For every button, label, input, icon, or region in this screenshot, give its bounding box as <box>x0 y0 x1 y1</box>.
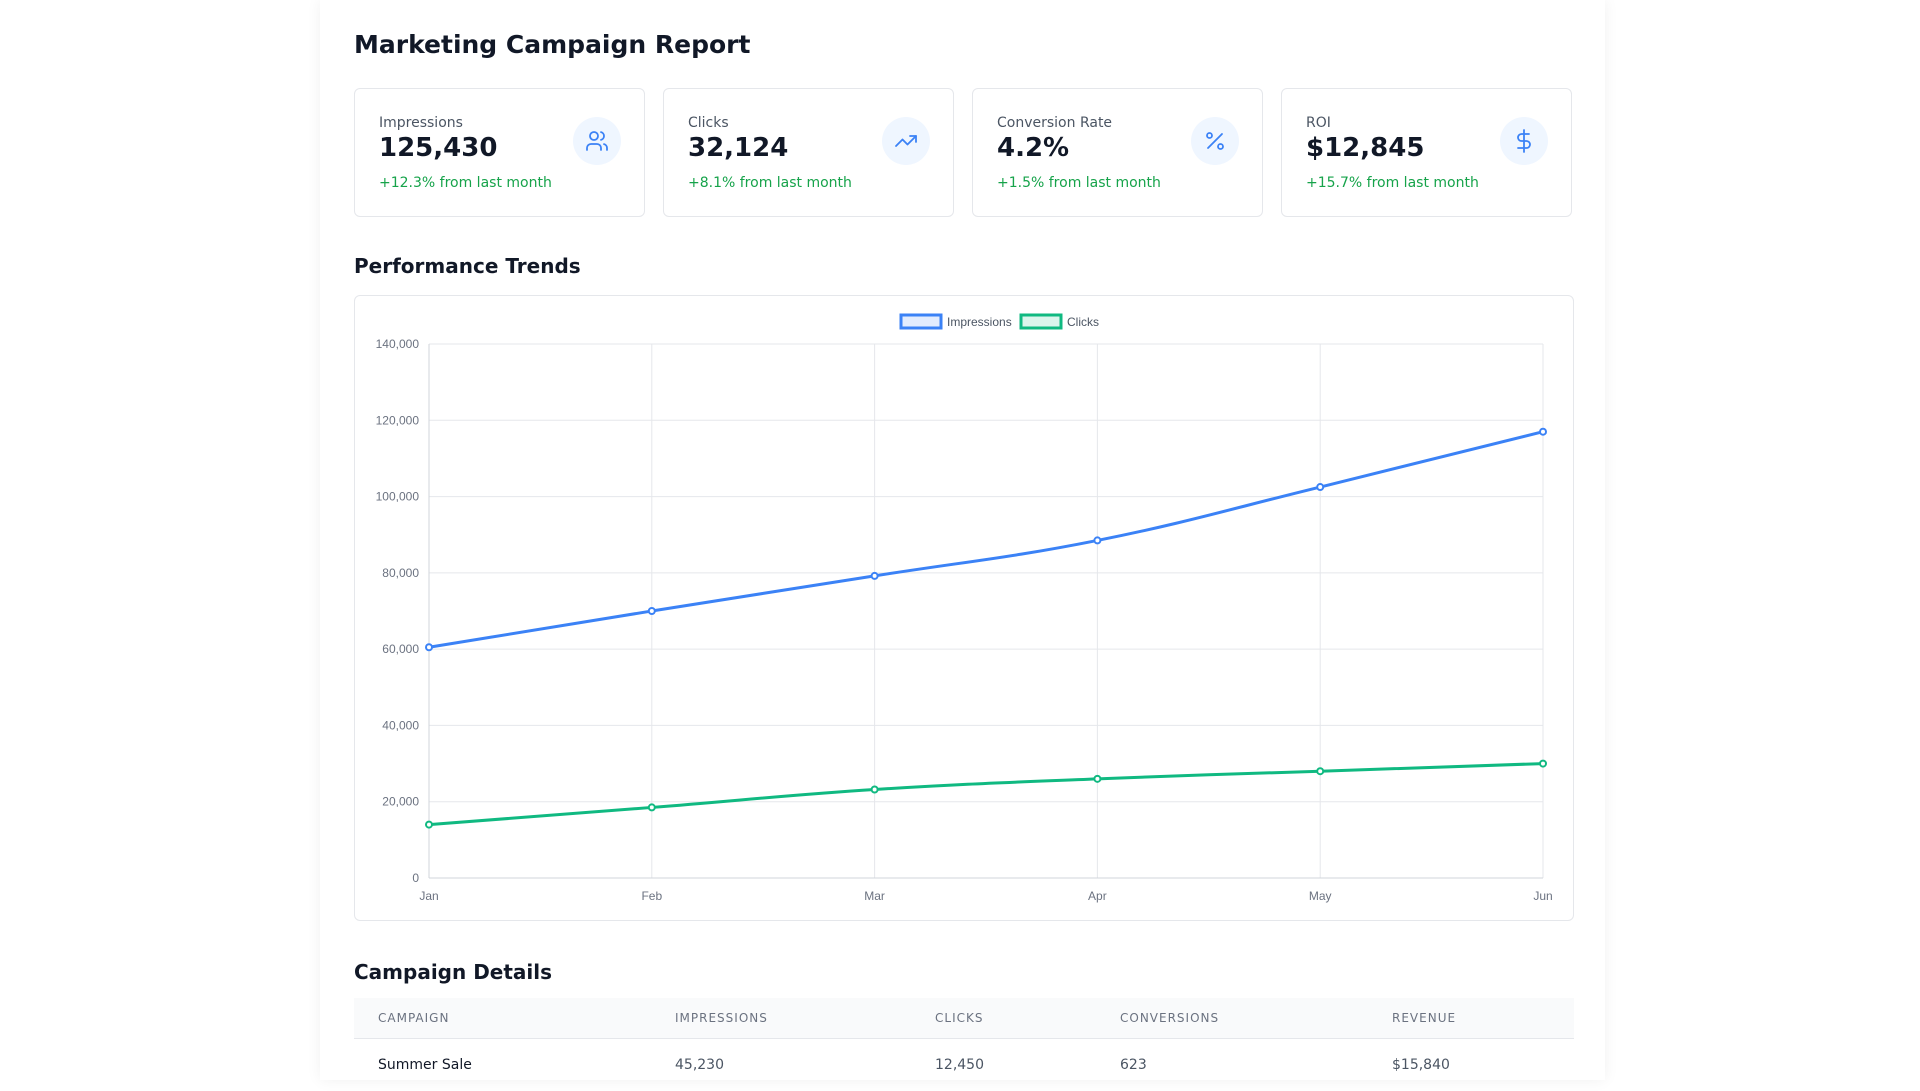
x-tick-label: Apr <box>1088 889 1107 903</box>
kpi-card-change: +15.7% from last month <box>1306 175 1479 191</box>
data-point-impressions <box>1094 537 1100 543</box>
y-tick-label: 140,000 <box>376 337 420 351</box>
kpi-cards: Impressions 125,430 +12.3% from last mon… <box>354 88 1574 219</box>
data-point-clicks <box>1094 776 1100 782</box>
kpi-card-value: 4.2% <box>997 133 1069 163</box>
cell-conversions: 623 <box>1096 1039 1368 1091</box>
data-point-impressions <box>1540 429 1546 435</box>
column-header-revenue: REVENUE <box>1368 998 1574 1039</box>
column-header-campaign: CAMPAIGN <box>354 998 651 1039</box>
kpi-card-value: 32,124 <box>688 133 788 163</box>
data-point-impressions <box>426 644 432 650</box>
y-tick-label: 80,000 <box>382 566 419 580</box>
data-point-clicks <box>872 787 878 793</box>
x-tick-label: Jan <box>419 889 438 903</box>
cell-impressions: 45,230 <box>651 1039 911 1091</box>
x-tick-label: Mar <box>864 889 885 903</box>
column-header-conversions: CONVERSIONS <box>1096 998 1368 1039</box>
column-header-impressions: IMPRESSIONS <box>651 998 911 1039</box>
x-tick-label: Feb <box>641 889 662 903</box>
kpi-card-impressions: Impressions 125,430 +12.3% from last mon… <box>354 88 645 217</box>
performance-chart-panel: 0 20,000 40,000 60,000 80,000 100,000 120,000 1… <box>354 295 1574 921</box>
campaign-table: CAMPAIGN IMPRESSIONS CLICKS CONVERSIONS … <box>354 998 1574 1091</box>
kpi-card-value: 125,430 <box>379 133 497 163</box>
kpi-card-conversion-rate: Conversion Rate 4.2% +1.5% from last mon… <box>972 88 1263 217</box>
table-row[interactable]: Summer Sale 45,230 12,450 623 $15,840 <box>354 1039 1574 1091</box>
y-tick-label: 40,000 <box>382 718 419 732</box>
campaign-table-wrapper: CAMPAIGN IMPRESSIONS CLICKS CONVERSIONS … <box>354 998 1574 1091</box>
y-tick-label: 120,000 <box>376 413 420 427</box>
column-header-clicks: CLICKS <box>911 998 1096 1039</box>
legend-swatch-impressions <box>901 315 941 328</box>
series-line-clicks <box>429 764 1543 825</box>
users-icon <box>573 117 621 165</box>
table-header-row: CAMPAIGN IMPRESSIONS CLICKS CONVERSIONS … <box>354 998 1574 1039</box>
data-point-clicks <box>1540 761 1546 767</box>
series-line-impressions <box>429 432 1543 648</box>
data-point-clicks <box>1317 768 1323 774</box>
kpi-card-label: Clicks <box>688 115 729 131</box>
kpi-card-label: Conversion Rate <box>997 115 1112 131</box>
cell-clicks: 12,450 <box>911 1039 1096 1091</box>
data-point-clicks <box>426 822 432 828</box>
trending-up-icon <box>882 117 930 165</box>
kpi-card-roi: ROI $12,845 +15.7% from last month <box>1281 88 1572 217</box>
legend-swatch-clicks <box>1021 315 1061 328</box>
campaign-details-title: Campaign Details <box>354 960 552 984</box>
kpi-card-change: +1.5% from last month <box>997 175 1161 191</box>
page-title: Marketing Campaign Report <box>354 30 750 59</box>
cell-campaign: Summer Sale <box>354 1039 651 1091</box>
percent-icon <box>1191 117 1239 165</box>
report-page: Marketing Campaign Report Impressions 12… <box>320 0 1605 1080</box>
performance-trends-title: Performance Trends <box>354 254 581 278</box>
kpi-card-label: ROI <box>1306 115 1331 131</box>
x-tick-label: May <box>1309 889 1332 903</box>
kpi-card-label: Impressions <box>379 115 463 131</box>
kpi-card-value: $12,845 <box>1306 133 1424 163</box>
kpi-card-change: +12.3% from last month <box>379 175 552 191</box>
legend-label-impressions: Impressions <box>947 315 1012 329</box>
y-tick-label: 60,000 <box>382 642 419 656</box>
legend-label-clicks: Clicks <box>1067 315 1099 329</box>
data-point-impressions <box>1317 484 1323 490</box>
dollar-sign-icon <box>1500 117 1548 165</box>
performance-line-chart: 0 20,000 40,000 60,000 80,000 100,000 120,000 1… <box>355 296 1573 920</box>
x-tick-label: Jun <box>1533 889 1552 903</box>
data-point-impressions <box>649 608 655 614</box>
kpi-card-clicks: Clicks 32,124 +8.1% from last month <box>663 88 954 217</box>
data-point-clicks <box>649 804 655 810</box>
y-tick-label: 100,000 <box>376 490 420 504</box>
kpi-card-change: +8.1% from last month <box>688 175 852 191</box>
cell-revenue: $15,840 <box>1368 1039 1574 1091</box>
y-tick-label: 20,000 <box>382 795 419 809</box>
data-point-impressions <box>872 573 878 579</box>
y-tick-label: 0 <box>412 871 419 885</box>
